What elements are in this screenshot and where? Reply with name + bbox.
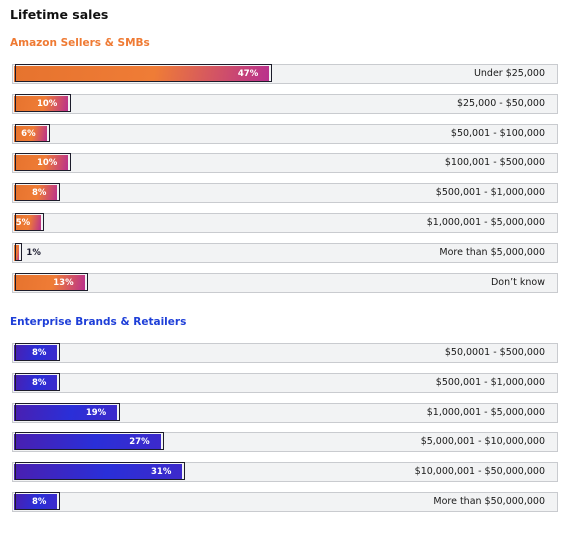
category-label: $50,0001 - $500,000 [444, 347, 545, 358]
bar-row: 10% $100,001 - $500,000 [12, 153, 558, 174]
bar-value-label: 19% [85, 407, 107, 418]
category-label: More than $50,000,000 [433, 496, 545, 507]
bar-value-label: 13% [53, 277, 74, 288]
bar-value-label: 31% [150, 467, 172, 478]
bar [14, 155, 69, 172]
bar-value-label: 5% [15, 218, 31, 228]
category-label: $1,000,001 - $5,000,000 [426, 217, 545, 228]
bar-row: 1% More than $5,000,000 [12, 242, 558, 263]
bar-value-label: 8% [32, 377, 47, 388]
category-label: $10,000,001 - $50,000,000 [414, 466, 545, 478]
bar [14, 66, 270, 82]
bar-value-label: 1% [26, 247, 41, 258]
bar [14, 404, 118, 421]
bar-value-label: 10% [36, 98, 58, 109]
bar-row: 8% More than $50,000,000 [12, 492, 558, 512]
bar [14, 125, 47, 142]
bar-value-label: 8% [32, 497, 47, 507]
bar [14, 244, 20, 261]
bar-value-label: 8% [32, 348, 47, 358]
bar-value-label: 27% [129, 437, 150, 448]
bar-value-label: 10% [36, 158, 58, 169]
bar [14, 464, 183, 481]
category-label: $500,001 - $1,000,000 [435, 187, 545, 199]
bar-row: 8% $500,001 - $1,000,000 [12, 372, 558, 393]
category-label: Don’t know [490, 276, 545, 288]
bar-row: 27% $5,000,001 - $10,000,000 [12, 432, 558, 453]
bar-row: 47% Under $25,000 [12, 64, 558, 84]
category-label: $25,000 - $50,000 [456, 97, 545, 109]
bar [14, 434, 161, 451]
category-label: $50,001 - $100,000 [450, 127, 545, 139]
bar-row: 6% $50,001 - $100,000 [12, 123, 558, 144]
bar-row: 5% $1,000,001 - $5,000,000 [12, 213, 558, 233]
category-label: $500,001 - $1,000,000 [435, 376, 545, 388]
chart-title: Lifetime sales [10, 7, 109, 22]
bar [14, 374, 58, 391]
category-label: $5,000,001 - $10,000,000 [420, 436, 545, 448]
bar-row: 8% $500,001 - $1,000,000 [12, 183, 558, 204]
bar [14, 494, 58, 510]
category-label: Under $25,000 [473, 68, 545, 79]
section-title: Enterprise Brands & Retailers [10, 316, 187, 328]
bar [14, 95, 69, 112]
bar-value-label: 47% [237, 69, 259, 79]
bar [14, 274, 85, 291]
section-title: Amazon Sellers & SMBs [10, 37, 150, 49]
bar-row: 31% $10,000,001 - $50,000,000 [12, 462, 558, 483]
bar [14, 185, 58, 202]
bar-row: 10% $25,000 - $50,000 [12, 93, 558, 114]
category-label: More than $5,000,000 [439, 246, 545, 258]
bar-value-label: 8% [32, 188, 47, 199]
bar [14, 345, 58, 361]
category-label: $100,001 - $500,000 [444, 157, 545, 169]
bar-row: 13% Don’t know [12, 272, 558, 293]
bar-row: 19% $1,000,001 - $5,000,000 [12, 402, 558, 423]
category-label: $1,000,001 - $5,000,000 [426, 406, 545, 418]
bar-value-label: 6% [21, 128, 36, 139]
bar [14, 215, 42, 231]
bar-row: 8% $50,0001 - $500,000 [12, 343, 558, 363]
